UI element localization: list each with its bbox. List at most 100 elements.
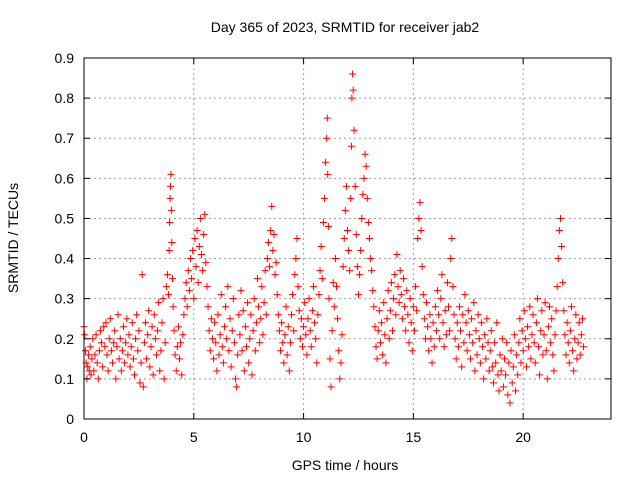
- data-point: [199, 267, 207, 275]
- data-point: [226, 315, 234, 323]
- data-point: [538, 307, 546, 315]
- data-point: [345, 247, 353, 255]
- data-point: [318, 275, 326, 283]
- data-point: [349, 86, 357, 94]
- data-point: [399, 275, 407, 283]
- data-point: [547, 339, 555, 347]
- data-point: [179, 331, 187, 339]
- data-point: [249, 327, 257, 335]
- data-point: [284, 323, 292, 331]
- data-point: [124, 351, 132, 359]
- data-point: [417, 226, 425, 234]
- data-point: [193, 226, 201, 234]
- data-point: [380, 299, 388, 307]
- data-point: [283, 351, 291, 359]
- data-point: [474, 311, 482, 319]
- data-point: [475, 335, 483, 343]
- data-point: [450, 311, 458, 319]
- data-point: [552, 307, 560, 315]
- data-point: [341, 206, 349, 214]
- data-point: [364, 218, 372, 226]
- x-tick-label: 5: [190, 429, 198, 445]
- data-point: [409, 303, 417, 311]
- data-point: [492, 359, 500, 367]
- data-point: [439, 319, 447, 327]
- data-point: [572, 311, 580, 319]
- data-point: [118, 347, 126, 355]
- data-point: [145, 307, 153, 315]
- data-point: [567, 303, 575, 311]
- data-point: [448, 235, 456, 242]
- data-point: [215, 351, 223, 359]
- data-point: [319, 218, 327, 226]
- data-point: [335, 347, 343, 355]
- data-point: [525, 343, 533, 351]
- data-point: [227, 363, 235, 371]
- data-point: [294, 283, 302, 291]
- data-point: [544, 323, 552, 331]
- data-point: [502, 371, 510, 379]
- data-point: [111, 327, 119, 335]
- data-point: [487, 327, 495, 335]
- data-point: [482, 355, 490, 363]
- data-point: [245, 359, 253, 367]
- data-point: [528, 331, 536, 339]
- data-point: [181, 295, 189, 303]
- data-point: [438, 271, 446, 279]
- data-point: [457, 327, 465, 335]
- data-point: [206, 347, 214, 355]
- data-point: [476, 359, 484, 367]
- data-point: [407, 319, 415, 327]
- data-point: [379, 351, 387, 359]
- data-point: [137, 359, 145, 367]
- data-point: [279, 339, 287, 347]
- data-point: [560, 307, 568, 315]
- y-tick-label: 0.9: [55, 50, 75, 66]
- data-point: [228, 327, 236, 335]
- data-point: [167, 182, 175, 190]
- data-point: [238, 347, 246, 355]
- data-points: [80, 70, 588, 407]
- data-point: [212, 339, 220, 347]
- data-point: [263, 255, 271, 263]
- data-point: [291, 271, 299, 279]
- data-point: [514, 371, 522, 379]
- data-point: [117, 367, 125, 375]
- data-point: [280, 359, 288, 367]
- data-point: [84, 363, 92, 371]
- data-point: [93, 359, 101, 367]
- data-point: [462, 319, 470, 327]
- data-point: [156, 367, 164, 375]
- data-point: [114, 311, 122, 319]
- data-point: [555, 226, 563, 234]
- data-point: [387, 279, 395, 287]
- data-point: [174, 323, 182, 331]
- data-point: [442, 331, 450, 339]
- x-tick-label: 15: [406, 429, 422, 445]
- data-point: [396, 267, 404, 275]
- data-point: [469, 339, 477, 347]
- data-point: [309, 283, 317, 291]
- data-point: [81, 331, 89, 339]
- data-point: [460, 339, 468, 347]
- data-point: [99, 363, 107, 371]
- data-point: [88, 355, 96, 363]
- data-point: [404, 311, 412, 319]
- data-point: [490, 379, 498, 387]
- data-point: [561, 331, 569, 339]
- data-point: [154, 327, 162, 335]
- data-point: [510, 331, 518, 339]
- data-point: [308, 307, 316, 315]
- data-point: [216, 331, 224, 339]
- data-point: [182, 279, 190, 287]
- data-point: [241, 323, 249, 331]
- data-point: [323, 114, 331, 122]
- data-point: [447, 255, 455, 263]
- data-point: [87, 371, 95, 379]
- data-point: [217, 291, 225, 299]
- data-point: [382, 359, 390, 367]
- data-point: [126, 363, 134, 371]
- data-point: [214, 311, 222, 319]
- chart-title: Day 365 of 2023, SRMTID for receiver jab…: [211, 19, 480, 35]
- data-point: [360, 174, 368, 182]
